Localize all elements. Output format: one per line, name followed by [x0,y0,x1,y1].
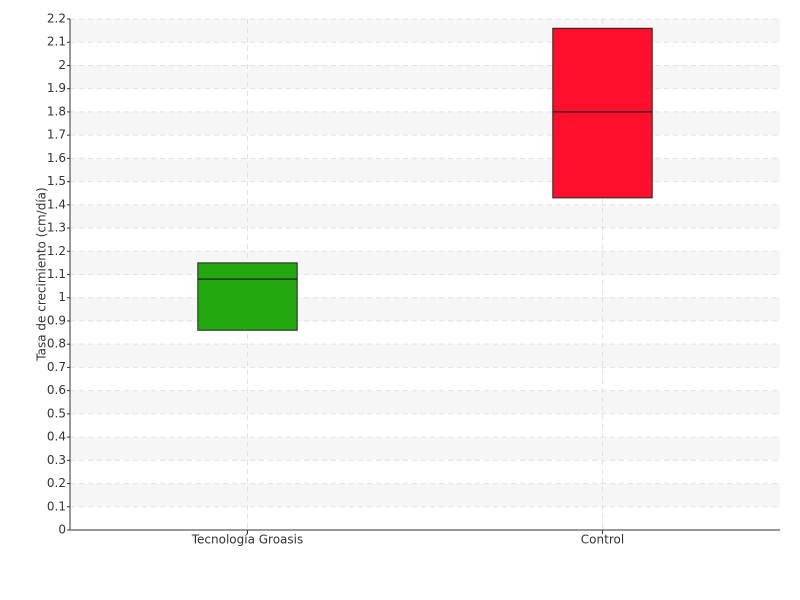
y-tick-label: 0.6 [47,383,66,397]
grid-band [70,158,780,182]
y-tick-label: 0.8 [47,337,66,351]
y-tick-label: 0.9 [47,313,66,327]
y-axis-label: Tasa de crecimiento (cm/día) [35,187,49,361]
grid-band [70,437,780,461]
y-tick-label: 1.1 [47,267,66,281]
y-tick-label: 1.6 [47,151,66,165]
y-tick-label: 1.4 [47,197,66,211]
y-tick-label: 1.5 [47,174,66,188]
y-tick-label: 0.4 [47,430,66,444]
grid-band [70,65,780,89]
y-tick-label: 2.1 [47,35,66,49]
y-tick-label: 0.5 [47,406,66,420]
y-tick-label: 2.2 [47,12,66,26]
x-tick-label: Tecnología Groasis [191,533,304,547]
grid-band [70,204,780,229]
y-tick-label: 0.2 [47,476,66,490]
grid-band [70,297,780,321]
y-tick-label: 0.1 [47,499,66,513]
y-tick-label: 2 [58,58,66,72]
y-tick-label: 1.8 [47,104,66,118]
y-tick-label: 1.3 [47,221,66,235]
box [197,262,298,331]
y-tick-label: 1.2 [47,244,66,258]
grid-band [70,344,780,368]
grid-band [70,111,780,136]
box [552,27,653,199]
y-tick-label: 0 [58,523,66,537]
grid-band [70,390,780,414]
y-tick-label: 1 [58,290,66,304]
y-tick-label: 1.9 [47,81,66,95]
grid-band [70,251,780,275]
grid-band [70,483,780,507]
x-tick-label: Control [581,533,624,547]
grid-band [70,19,780,43]
y-tick-label: 0.3 [47,453,66,467]
y-tick-label: 1.7 [47,128,66,142]
y-tick-label: 0.7 [47,360,66,374]
